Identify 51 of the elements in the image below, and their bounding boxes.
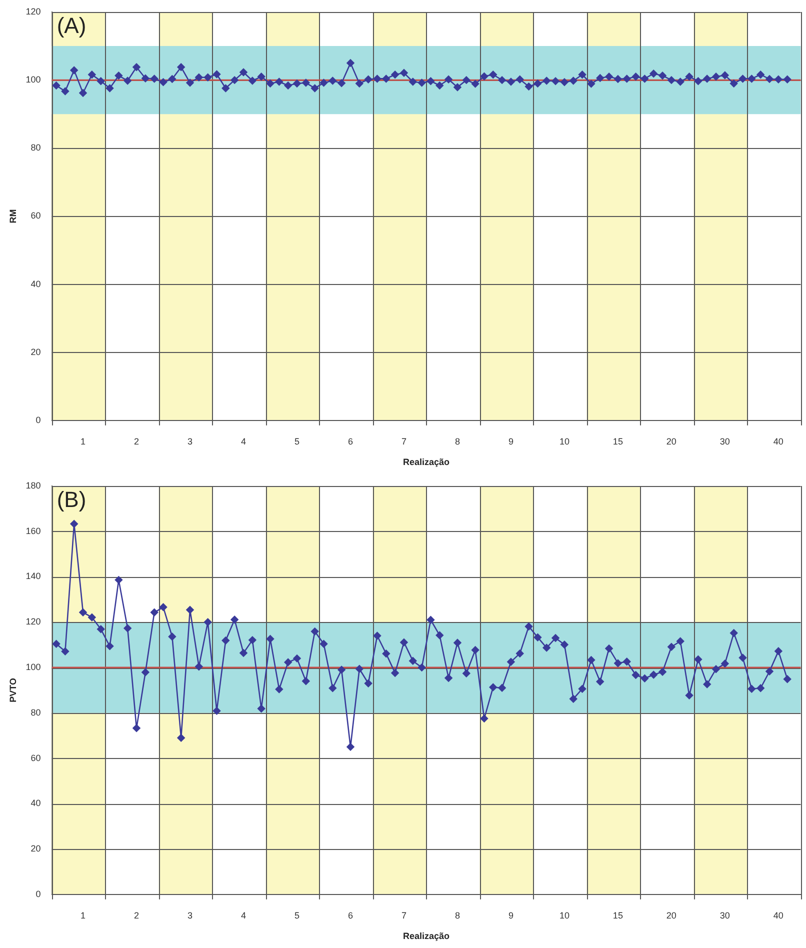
y-tick-label: 80 [30, 707, 41, 718]
x-tick-label: 5 [294, 910, 300, 920]
x-tick-label: 1 [80, 910, 86, 920]
y-tick-label: 120 [26, 616, 41, 627]
y-tick-label: 100 [26, 74, 41, 85]
annotation: (B) [56, 487, 86, 512]
x-tick-label: 15 [612, 910, 623, 920]
x-tick-label: 40 [773, 436, 784, 446]
y-tick-label: 40 [30, 798, 41, 808]
y-tick-label: 140 [26, 571, 41, 582]
x-tick-label: 8 [454, 436, 460, 446]
x-tick-label: 7 [401, 910, 406, 920]
x-tick-label: 8 [454, 910, 460, 920]
x-tick-label: 9 [508, 436, 514, 446]
x-tick-label: 20 [666, 910, 676, 920]
x-tick-label: 15 [612, 436, 623, 446]
x-tick-label: 10 [559, 910, 570, 920]
y-tick-label: 20 [30, 346, 41, 357]
y-axis-title: PVTO [8, 678, 18, 702]
x-tick-label: 9 [508, 910, 514, 920]
x-tick-label: 7 [401, 436, 406, 446]
y-tick-label: 80 [30, 142, 41, 153]
x-tick-label: 6 [348, 436, 353, 446]
y-tick-label: 160 [26, 526, 41, 536]
x-tick-label: 30 [720, 910, 730, 920]
x-tick-label: 20 [666, 436, 676, 446]
x-tick-label: 6 [348, 910, 353, 920]
y-tick-label: 100 [26, 662, 41, 672]
y-tick-label: 60 [30, 752, 41, 763]
x-tick-label: 3 [187, 910, 193, 920]
y-tick-label: 180 [26, 480, 41, 490]
y-tick-label: 40 [30, 278, 41, 289]
x-tick-label: 4 [240, 436, 246, 446]
x-tick-label: 10 [559, 436, 570, 446]
y-tick-label: 120 [26, 6, 41, 16]
x-tick-label: 2 [134, 910, 140, 920]
y-tick-label: 60 [30, 210, 41, 221]
x-tick-label: 2 [134, 436, 140, 446]
y-axis-title: RM [8, 209, 18, 224]
x-axis-title: Realização [402, 457, 450, 468]
y-tick-label: 0 [36, 414, 41, 425]
y-tick-label: 20 [30, 844, 41, 854]
y-tick-label: 0 [36, 888, 41, 899]
x-tick-label: 5 [294, 436, 300, 446]
x-tick-label: 3 [187, 436, 193, 446]
x-axis-title: Realização [402, 931, 450, 942]
annotation: (A) [56, 13, 86, 38]
x-tick-label: 4 [240, 910, 246, 920]
x-tick-label: 1 [80, 436, 86, 446]
x-tick-label: 40 [773, 910, 784, 920]
x-tick-label: 30 [720, 436, 730, 446]
